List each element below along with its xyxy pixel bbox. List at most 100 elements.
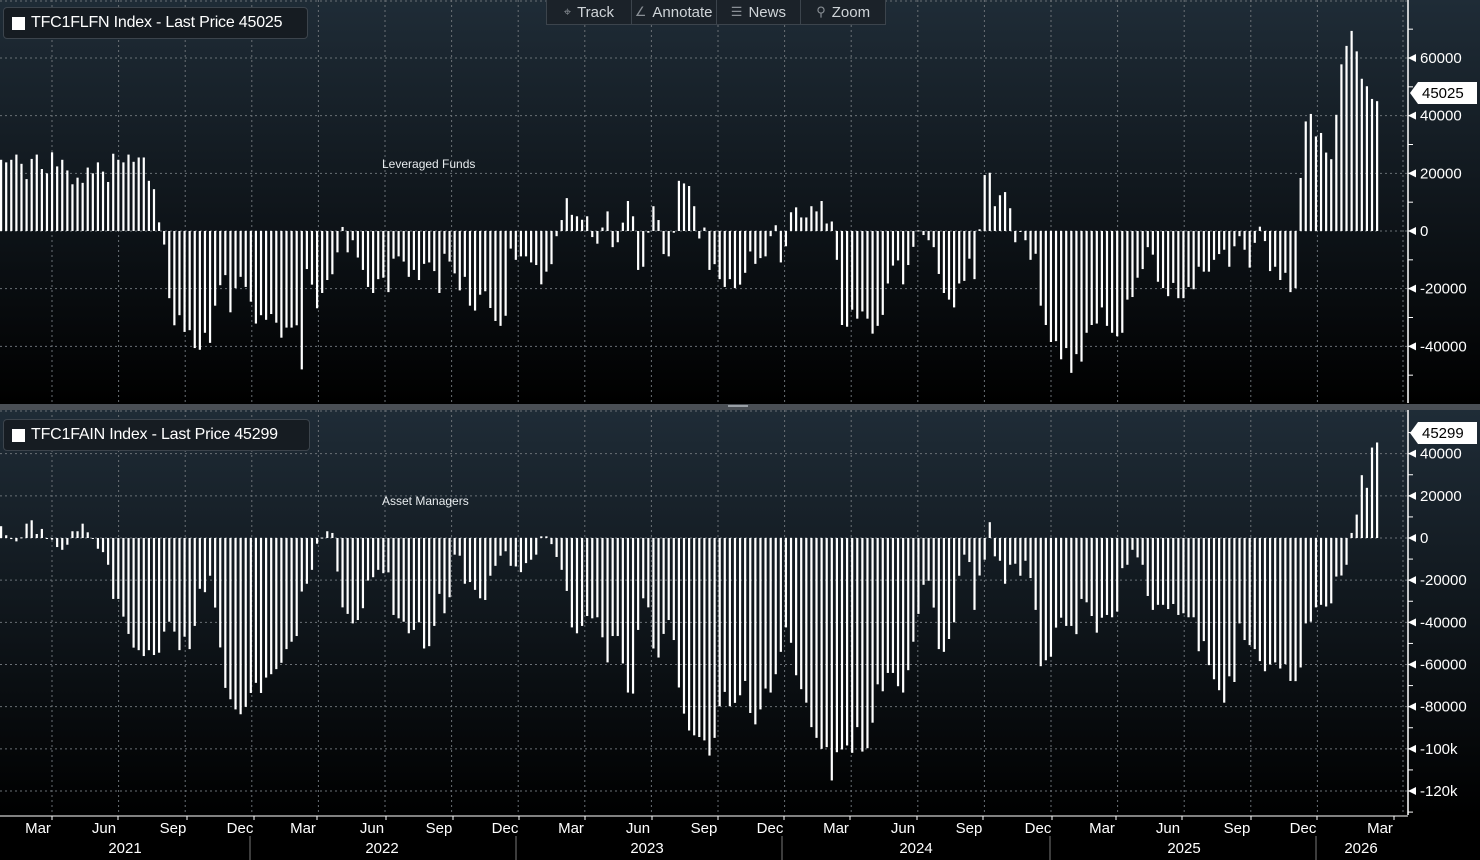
annotate-button[interactable]: ∠ Annotate	[632, 0, 717, 24]
bar	[254, 231, 258, 324]
bar	[1207, 231, 1211, 272]
bar	[305, 538, 308, 584]
bar	[642, 231, 645, 267]
bar	[861, 538, 864, 752]
y-tick-label: -20000	[1420, 572, 1467, 589]
bar	[1151, 538, 1154, 610]
bar	[1299, 538, 1302, 668]
bar	[66, 170, 69, 231]
x-tick-label: Mar	[25, 820, 51, 837]
bar	[234, 538, 237, 710]
bar	[234, 231, 237, 289]
bar	[107, 181, 110, 231]
bar	[0, 159, 3, 231]
bar	[606, 211, 609, 231]
bar	[922, 231, 925, 236]
bar	[1279, 538, 1282, 669]
bar	[907, 538, 910, 671]
bar	[1100, 231, 1103, 308]
bar	[448, 538, 451, 598]
bar	[25, 523, 28, 538]
bar	[509, 538, 512, 566]
news-button[interactable]: ☰ News	[717, 0, 802, 24]
bar	[412, 231, 415, 270]
bottom-legend-label: TFC1FAIN Index - Last Price 45299	[31, 426, 278, 443]
bar	[927, 538, 930, 581]
bar	[1029, 231, 1032, 260]
bar	[958, 231, 961, 284]
zoom-button[interactable]: ⚲ Zoom	[801, 0, 885, 24]
x-year-label: 2022	[365, 840, 398, 857]
bar	[958, 538, 961, 576]
track-button[interactable]: ⌖ Track	[547, 0, 632, 24]
bar	[800, 538, 803, 690]
bar	[560, 220, 563, 231]
bar	[112, 153, 115, 231]
bar	[815, 211, 818, 231]
bar	[805, 538, 808, 703]
bar	[244, 538, 247, 707]
bar	[422, 231, 426, 264]
bar	[738, 231, 742, 285]
bar	[229, 231, 232, 313]
bar	[1299, 177, 1302, 231]
bar	[580, 219, 584, 231]
bar	[1024, 231, 1027, 241]
bottom-annotation: Asset Managers	[382, 494, 469, 508]
bar	[555, 538, 558, 557]
bar	[392, 538, 395, 615]
bars	[0, 30, 1379, 781]
bar	[504, 538, 507, 552]
bar	[1370, 447, 1374, 538]
divider-handle[interactable]	[728, 405, 748, 407]
bar	[1284, 538, 1287, 665]
bar	[0, 526, 3, 538]
bar	[1167, 538, 1170, 610]
bar	[1223, 538, 1226, 703]
bar	[738, 538, 742, 696]
bar	[662, 538, 665, 634]
bar	[789, 538, 793, 643]
bar	[575, 538, 579, 634]
chart-toolbar: ⌖ Track ∠ Annotate ☰ News ⚲ Zoom	[546, 0, 886, 25]
bar	[504, 231, 507, 316]
bar	[1253, 538, 1256, 650]
bar	[1355, 51, 1358, 231]
bar	[1095, 538, 1098, 633]
bottom-legend[interactable]: TFC1FAIN Index - Last Price 45299	[3, 419, 310, 451]
y-tick-label: -40000	[1420, 614, 1467, 631]
bar	[137, 538, 140, 651]
bar	[56, 166, 59, 231]
bar	[953, 231, 956, 308]
bar	[917, 230, 920, 232]
bar	[295, 538, 298, 637]
bar	[499, 231, 502, 326]
bar	[626, 538, 630, 693]
y-tick-label: 20000	[1420, 165, 1462, 182]
bar	[789, 212, 793, 231]
bar	[723, 231, 726, 287]
bar	[779, 538, 782, 652]
bar	[76, 531, 79, 538]
bar	[693, 538, 696, 736]
bar	[672, 538, 675, 641]
bar	[489, 231, 492, 308]
bar	[514, 538, 517, 567]
series-swatch	[12, 16, 25, 30]
bar	[891, 538, 895, 673]
bar	[835, 538, 838, 753]
bar	[820, 201, 823, 231]
top-legend[interactable]: TFC1FLFN Index - Last Price 45025	[3, 7, 308, 39]
bar	[40, 528, 43, 538]
bar	[1126, 231, 1129, 300]
bar	[586, 538, 589, 617]
bar	[805, 217, 808, 231]
bar	[1330, 538, 1333, 604]
bar	[1233, 538, 1236, 682]
bar	[1167, 231, 1170, 297]
bar	[820, 538, 823, 749]
bar	[382, 538, 385, 574]
bar	[540, 231, 543, 285]
bar	[968, 231, 971, 259]
bar	[392, 231, 395, 259]
